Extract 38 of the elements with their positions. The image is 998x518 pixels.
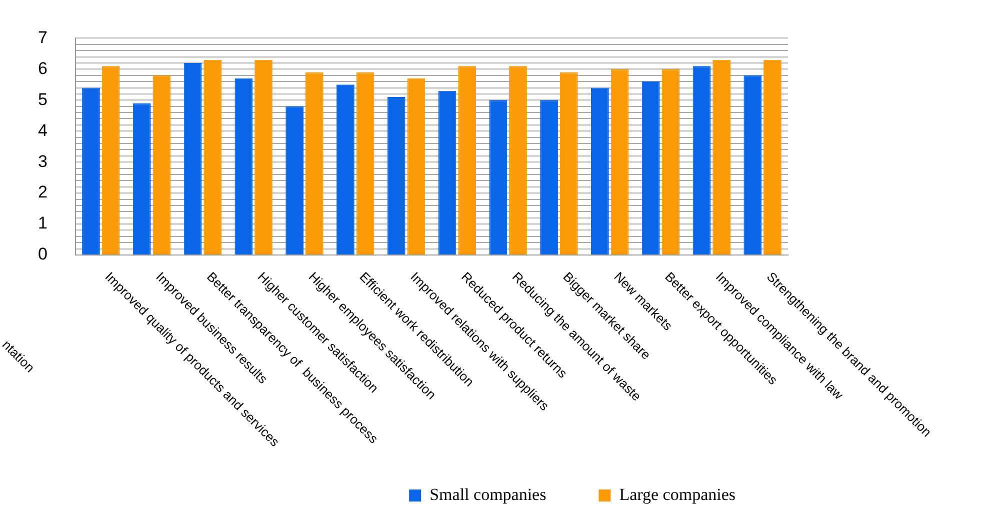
bar — [102, 66, 120, 254]
bar — [356, 72, 374, 254]
bar — [387, 97, 406, 254]
bar — [234, 78, 253, 254]
bar — [764, 60, 782, 254]
bar — [662, 69, 680, 254]
bar — [407, 78, 426, 254]
bar — [642, 82, 660, 254]
bar — [184, 62, 202, 254]
bar — [712, 60, 731, 254]
y-tick-label: 1 — [38, 214, 48, 233]
bar — [82, 88, 100, 254]
y-tick-label: 2 — [38, 182, 48, 202]
legend-label: Small companies — [430, 484, 589, 504]
bar — [458, 66, 476, 254]
y-tick-label: 0 — [38, 244, 48, 264]
y-tick-label: 7 — [38, 28, 48, 47]
bar — [204, 60, 222, 254]
bar — [560, 72, 578, 254]
bar — [286, 106, 304, 254]
bar — [254, 60, 272, 254]
bar — [305, 72, 324, 254]
bar — [591, 88, 609, 254]
bar — [152, 75, 171, 254]
bar — [336, 84, 354, 254]
bar — [692, 66, 711, 254]
bar — [438, 90, 456, 254]
bar — [509, 66, 527, 254]
y-tick-label: 4 — [38, 120, 48, 140]
bar — [132, 103, 151, 254]
legend-label: Large companies — [619, 484, 778, 504]
bar — [489, 100, 508, 254]
bar — [744, 75, 762, 254]
bar — [610, 69, 629, 254]
bar — [540, 100, 558, 254]
y-tick-label: 5 — [38, 90, 48, 109]
y-tick-label: 6 — [38, 58, 48, 78]
y-tick-label: 3 — [38, 152, 48, 171]
